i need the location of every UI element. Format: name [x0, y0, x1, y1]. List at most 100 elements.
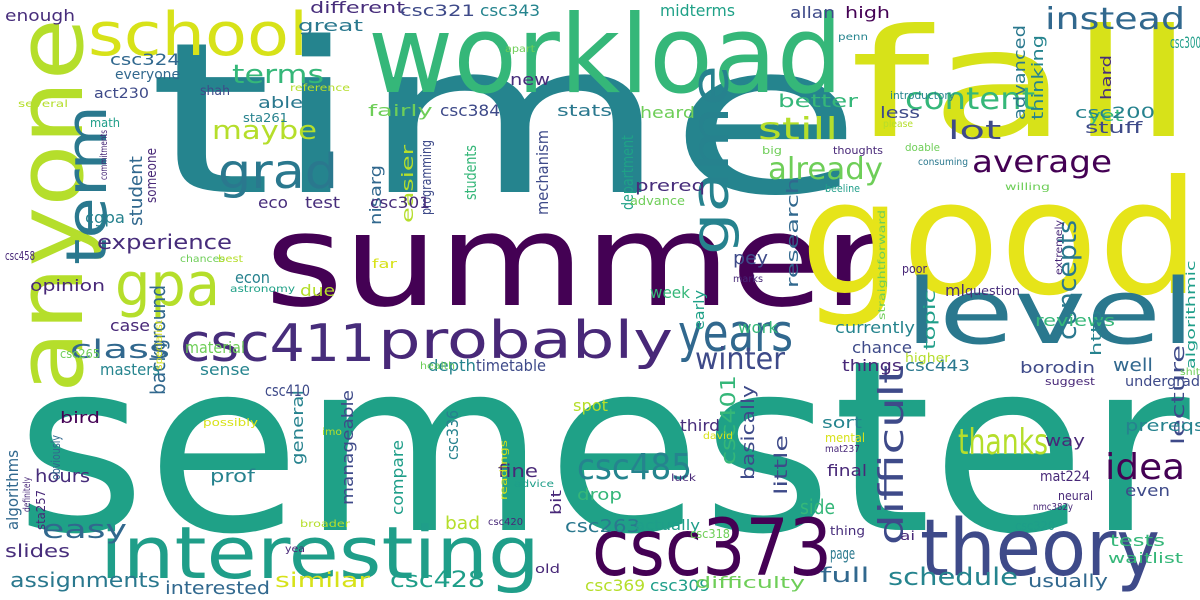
word-imo: imo: [322, 427, 343, 438]
word-csc485: csc485: [577, 447, 692, 488]
word-mat224: mat224: [1040, 469, 1091, 485]
word-prereq: prereq: [635, 176, 706, 195]
word-class: class: [70, 335, 170, 365]
word-mental: mental: [825, 431, 866, 445]
word-csc369: csc369: [585, 576, 646, 595]
word-test: test: [305, 193, 341, 212]
word-far: far: [372, 257, 398, 271]
word-fall: fall: [850, 0, 1196, 172]
word-basically: basically: [738, 385, 759, 480]
word-http: http: [1089, 309, 1105, 356]
word-work: work: [738, 318, 778, 337]
word-winter: winter: [695, 342, 786, 377]
word-great: great: [298, 16, 363, 35]
word-interested: interested: [165, 578, 271, 599]
word-good: good: [800, 147, 1200, 331]
word-astronomy: astronomy: [230, 284, 296, 295]
word-currently: currently: [835, 318, 916, 337]
word-better: better: [778, 91, 858, 112]
word-things: things: [842, 356, 902, 375]
word-nmc382y: nmc382y: [1033, 502, 1074, 513]
word-specialist: specialist: [154, 320, 165, 370]
word-health: health: [420, 361, 456, 372]
word-csc301: csc301: [370, 193, 431, 212]
word-even: even: [1125, 481, 1170, 500]
word-advice: advice: [514, 479, 555, 490]
word-midterms: midterms: [660, 1, 736, 20]
word-willing: willing: [1005, 182, 1051, 193]
word-manageable: manageable: [338, 389, 357, 505]
word-csc428: csc428: [390, 568, 486, 593]
word-high: high: [845, 3, 891, 22]
word-algorithmic: algorithmic: [1184, 259, 1198, 369]
word-bit: bit: [549, 489, 565, 515]
word-thinking: thinking: [1028, 34, 1047, 120]
word-david: david: [703, 431, 734, 442]
word-third: third: [680, 416, 720, 435]
word-new: new: [510, 70, 551, 89]
word-spot: spot: [573, 396, 609, 415]
word-definitely: definitely: [22, 476, 33, 512]
word-yet: yet: [1088, 106, 1124, 125]
word-early: early: [692, 289, 708, 330]
word-timetable: timetable: [476, 356, 547, 375]
word-fairly: fairly: [368, 101, 433, 120]
word-poor: poor: [902, 262, 928, 276]
word-thanks: thanks: [958, 422, 1048, 463]
word-prereqs: prereqs: [1125, 416, 1200, 435]
word-actually: actually: [635, 518, 701, 534]
word-obviously: obviously: [49, 435, 63, 480]
word-luck: luck: [671, 473, 696, 484]
word-csc324: csc324: [110, 50, 181, 69]
word-doable: doable: [905, 141, 940, 154]
word-hours: hours: [35, 466, 91, 487]
word-week: week: [650, 283, 690, 302]
word-csc401: csc401: [716, 374, 740, 465]
word-heard: heard: [640, 103, 695, 122]
word-lot: lot: [948, 116, 1002, 146]
word-opinion: opinion: [30, 276, 105, 295]
word-broader: broader: [300, 519, 351, 530]
word-research: research: [783, 178, 802, 288]
word-summer: summer: [265, 187, 886, 336]
word-csc200: csc200: [1075, 103, 1156, 122]
word-enough: enough: [5, 6, 76, 25]
word-depth: depth: [428, 356, 477, 375]
word-level: level: [905, 260, 1195, 365]
word-csc265: csc265: [60, 347, 100, 361]
word-csc420: csc420: [488, 517, 524, 528]
word-thoughts: thoughts: [833, 144, 884, 157]
word-time: time: [148, 0, 864, 242]
word-possibly: possibly: [203, 416, 258, 429]
word-gpa: gpa: [115, 250, 221, 320]
word-fine: fine: [498, 461, 539, 482]
word-sta261: sta261: [243, 111, 289, 125]
word-reference: reference: [290, 83, 351, 94]
word-theory: theory: [920, 504, 1161, 594]
word-bird: bird: [60, 408, 101, 427]
word-someone: someone: [144, 148, 160, 203]
word-yea: yea: [285, 544, 306, 555]
word-maybe: maybe: [212, 116, 318, 146]
word-prof: prof: [210, 466, 256, 487]
word-sta257: sta257: [34, 489, 48, 530]
word-ml: ml: [945, 281, 965, 300]
word-bad: bad: [445, 513, 481, 534]
word-csc384: csc384: [440, 101, 501, 120]
word-less: less: [880, 103, 921, 122]
word-already: already: [768, 152, 883, 187]
word-csc321: csc321: [400, 1, 475, 20]
word-shit: shit: [1180, 367, 1200, 378]
word-hard: hard: [1099, 54, 1115, 100]
word-readings: readings: [499, 439, 510, 500]
word-able: able: [258, 93, 304, 112]
word-eco: eco: [258, 193, 289, 212]
word-commitments: commitments: [99, 129, 110, 180]
word-way: way: [1045, 431, 1085, 450]
word-interesting: interesting: [100, 511, 540, 595]
word-experience: experience: [97, 230, 233, 254]
word-sense: sense: [200, 360, 250, 379]
word-idea: idea: [1105, 447, 1185, 488]
word-ai: ai: [900, 529, 916, 543]
